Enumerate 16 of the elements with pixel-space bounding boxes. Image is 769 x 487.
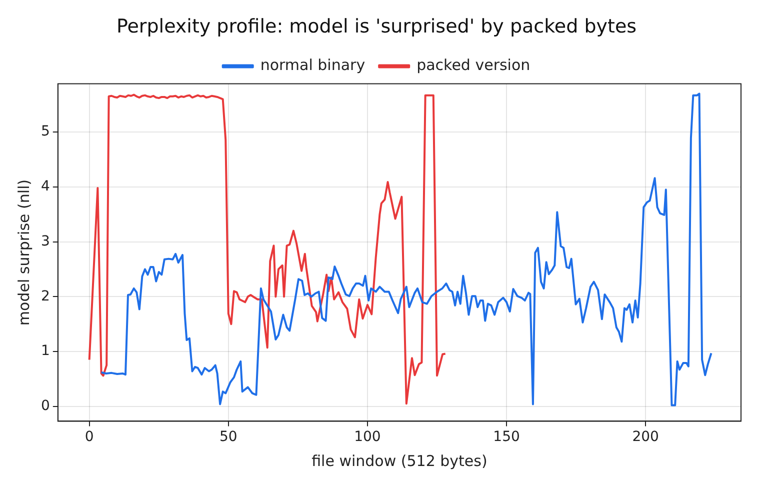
x-tick-label: 50 bbox=[219, 429, 238, 446]
legend-label: packed version bbox=[416, 56, 530, 74]
x-tick-label: 100 bbox=[354, 429, 381, 446]
y-tick-label: 1 bbox=[40, 343, 50, 360]
y-tick-label: 2 bbox=[40, 288, 50, 304]
chart-title: Perplexity profile: model is 'surprised' by packed bytes bbox=[116, 15, 637, 38]
y-axis-title: model surprise (nll) bbox=[14, 179, 33, 326]
x-tick-label: 0 bbox=[84, 429, 94, 446]
x-tick-label: 200 bbox=[632, 429, 659, 446]
y-tick-label: 5 bbox=[40, 124, 50, 140]
y-tick-label: 0 bbox=[40, 398, 50, 414]
legend-label: normal binary bbox=[260, 56, 366, 74]
x-axis-title: file window (512 bytes) bbox=[312, 452, 488, 470]
y-tick-label: 4 bbox=[40, 178, 50, 195]
y-tick-label: 3 bbox=[40, 233, 50, 250]
x-tick-label: 150 bbox=[493, 429, 520, 446]
